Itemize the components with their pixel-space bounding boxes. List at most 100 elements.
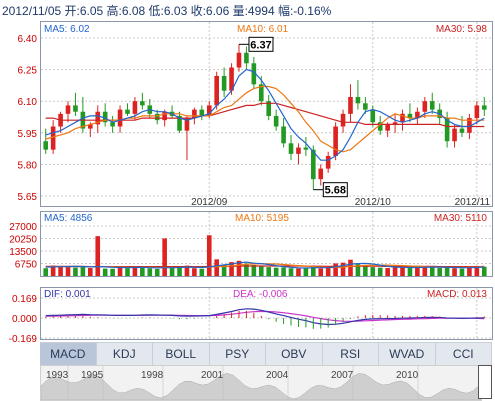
candle-body — [355, 96, 361, 104]
volume-bar — [318, 268, 324, 276]
candle-body — [407, 113, 413, 119]
volume-bar — [355, 264, 361, 276]
volume-bar — [58, 266, 63, 276]
candle-body — [400, 113, 405, 123]
volume-bar — [333, 263, 338, 276]
candle-body — [244, 52, 249, 64]
price-ma5-legend: MA5: 6.02 — [44, 24, 90, 35]
volume-bar — [88, 268, 93, 276]
price-ma30-legend: MA30: 5.98 — [436, 24, 488, 35]
timeline-scroll-handle[interactable] — [478, 365, 492, 399]
volume-bar — [370, 267, 376, 276]
candle-body — [154, 113, 160, 121]
timeline-year-label: 1998 — [141, 370, 164, 381]
candle-body — [444, 118, 450, 142]
price-panel-frame — [40, 21, 493, 207]
volume-bar — [325, 267, 331, 276]
timeline-year-label: 2007 — [331, 370, 354, 381]
macd-value-legend: MACD: 0.013 — [427, 289, 487, 300]
candle-body — [125, 109, 130, 114]
volume-bar — [147, 268, 153, 276]
volume-bar — [474, 266, 480, 276]
volume-bar — [377, 267, 383, 276]
macd-tick-label: 0.000 — [12, 314, 37, 325]
candle-body — [43, 141, 49, 150]
tab-kdj[interactable]: KDJ — [97, 343, 153, 365]
candle-body — [273, 115, 279, 127]
high-callout-label: 6.37 — [250, 39, 271, 51]
volume-bar — [311, 265, 316, 276]
indicator-lines — [45, 68, 485, 326]
volume-bar — [199, 268, 205, 276]
high-callout: 6.37 — [238, 36, 274, 52]
price-tick-label: 6.10 — [18, 97, 38, 108]
macd-dea-legend: DEA: -0.006 — [233, 289, 288, 300]
candle-body — [102, 111, 108, 123]
candle-body — [333, 126, 338, 156]
candle-body — [95, 111, 101, 125]
timeline-navigator[interactable]: 1993 1995 1998 2001 2004 2007 2010 — [40, 365, 482, 401]
candle-body — [184, 118, 190, 131]
volume-bar — [50, 265, 56, 276]
candle-body — [110, 122, 115, 127]
tab-rsi[interactable]: RSI — [323, 343, 379, 365]
volume-ma5-line — [45, 261, 485, 269]
volume-bar — [258, 266, 264, 276]
volume-bar — [296, 268, 301, 276]
volume-bar — [132, 266, 138, 276]
timeline-year-label: 2001 — [201, 370, 224, 381]
candle-body — [340, 113, 346, 127]
candle-body — [221, 75, 227, 91]
volume-bar — [392, 267, 398, 276]
volume-bar — [125, 268, 130, 276]
high-callout-box — [248, 36, 274, 52]
date-label: 2012/10 — [355, 197, 392, 208]
candle-body — [296, 147, 301, 154]
tab-boll[interactable]: BOLL — [153, 343, 210, 365]
candle-body — [377, 122, 383, 131]
tab-psy[interactable]: PSY — [210, 343, 266, 365]
volume-ma5-legend: MA5: 4856 — [44, 213, 93, 224]
tab-macd[interactable]: MACD — [40, 343, 97, 365]
price-tick-label: 5.95 — [18, 129, 38, 140]
candle-body — [251, 63, 257, 85]
dif-line — [45, 308, 485, 326]
low-callout-label: 5.68 — [325, 185, 346, 197]
price-tick-label: 6.40 — [18, 34, 38, 45]
volume-bar — [281, 267, 286, 276]
tab-cci[interactable]: CCI — [436, 343, 492, 365]
candle-body — [258, 84, 264, 102]
candle-body — [117, 109, 123, 127]
candle-body — [162, 111, 167, 121]
volume-bar — [221, 264, 227, 276]
volume-bar — [154, 268, 160, 276]
timeline-year-label: 2004 — [266, 370, 289, 381]
tab-wvad[interactable]: WVAD — [379, 343, 436, 365]
volume-bar — [229, 262, 234, 276]
volume-tick-label: 13500 — [9, 247, 37, 258]
timeline-year-label: 1995 — [81, 370, 104, 381]
volume-ma30-legend: MA30: 5110 — [434, 213, 488, 224]
macd-tick-label: 0.169 — [12, 294, 37, 305]
candle-body — [481, 105, 487, 110]
volume-bar — [251, 265, 257, 276]
tab-obv[interactable]: OBV — [266, 343, 323, 365]
candle-body — [474, 105, 480, 119]
volume-bar — [348, 259, 353, 276]
candle-body — [50, 126, 56, 150]
macd-tick-label: -0.169 — [9, 334, 38, 345]
candle-body — [266, 101, 272, 116]
candle-body — [206, 105, 212, 116]
volume-panel-frame — [40, 211, 493, 277]
candle-body — [392, 122, 398, 125]
volume-bar — [459, 268, 465, 276]
candle-body — [348, 96, 353, 114]
date-label: 2012/11 — [455, 197, 491, 208]
volume-bar — [65, 267, 71, 276]
candle-body — [214, 75, 219, 106]
volume-bar — [407, 267, 413, 276]
ma5-line — [45, 68, 485, 161]
price-tick-label: 5.80 — [18, 160, 38, 171]
